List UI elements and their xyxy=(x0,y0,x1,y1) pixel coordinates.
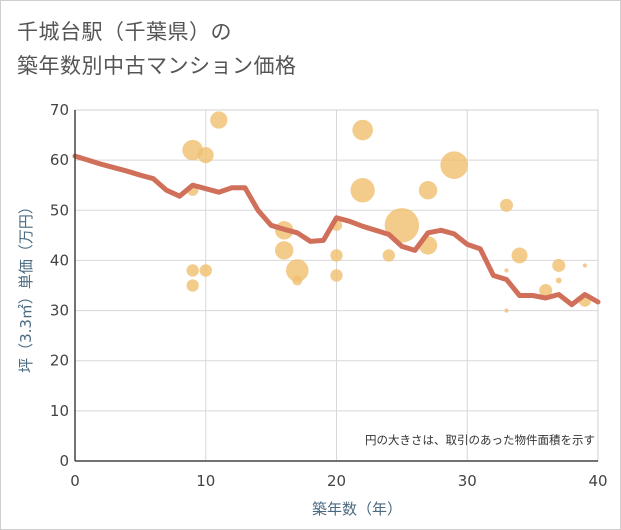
data-bubble xyxy=(511,247,528,264)
data-bubble xyxy=(292,275,303,286)
data-bubble xyxy=(186,264,199,277)
x-tick-label: 30 xyxy=(458,472,477,490)
x-tick-label: 20 xyxy=(327,472,346,490)
data-bubble xyxy=(382,249,395,262)
data-bubble xyxy=(504,268,509,273)
data-bubble xyxy=(440,151,468,179)
data-bubble xyxy=(186,279,199,292)
data-bubble xyxy=(418,181,438,200)
data-bubble xyxy=(555,277,562,284)
y-tick-label: 50 xyxy=(50,201,69,219)
y-tick-label: 10 xyxy=(50,402,69,420)
bubble-size-note: 円の大きさは、取引のあった物件面積を示す xyxy=(365,433,595,447)
data-bubble xyxy=(539,284,553,298)
data-bubble xyxy=(552,258,566,272)
y-tick-label: 40 xyxy=(50,251,69,269)
y-tick-label: 60 xyxy=(50,151,69,169)
chart-title: 千城台駅（千葉県）の 築年数別中古マンション価格 xyxy=(17,15,297,83)
data-bubble xyxy=(350,178,375,203)
data-bubble xyxy=(275,241,294,260)
data-bubble xyxy=(352,119,373,141)
x-tick-label: 40 xyxy=(588,472,607,490)
data-bubble xyxy=(384,208,420,243)
data-bubble xyxy=(286,259,309,282)
y-tick-label: 0 xyxy=(59,452,69,470)
data-bubble xyxy=(330,249,343,262)
grid-lines xyxy=(75,109,599,461)
data-bubble xyxy=(504,308,509,313)
x-tick-labels: 0 10 20 30 40 xyxy=(70,472,607,490)
x-axis-label: 築年数（年） xyxy=(312,500,402,518)
data-bubble xyxy=(499,198,513,212)
bubble-series xyxy=(182,111,592,313)
y-tick-labels: 0 10 20 30 40 50 60 70 xyxy=(50,101,69,470)
x-tick-label: 10 xyxy=(196,472,215,490)
average-price-line xyxy=(72,153,601,308)
chart-title-line-1: 千城台駅（千葉県）の xyxy=(17,20,232,44)
x-tick-label: 0 xyxy=(70,472,80,490)
data-bubble xyxy=(582,263,587,268)
y-axis-label: 坪（3.3㎡）単価（万円） xyxy=(17,199,35,373)
y-tick-label: 20 xyxy=(50,352,69,370)
data-bubble xyxy=(210,111,228,129)
y-tick-label: 70 xyxy=(50,101,69,119)
data-bubble xyxy=(199,264,212,277)
data-bubble xyxy=(197,147,214,164)
y-tick-label: 30 xyxy=(50,302,69,320)
chart-title-line-2: 築年数別中古マンション価格 xyxy=(17,54,297,78)
data-bubble xyxy=(330,269,343,282)
